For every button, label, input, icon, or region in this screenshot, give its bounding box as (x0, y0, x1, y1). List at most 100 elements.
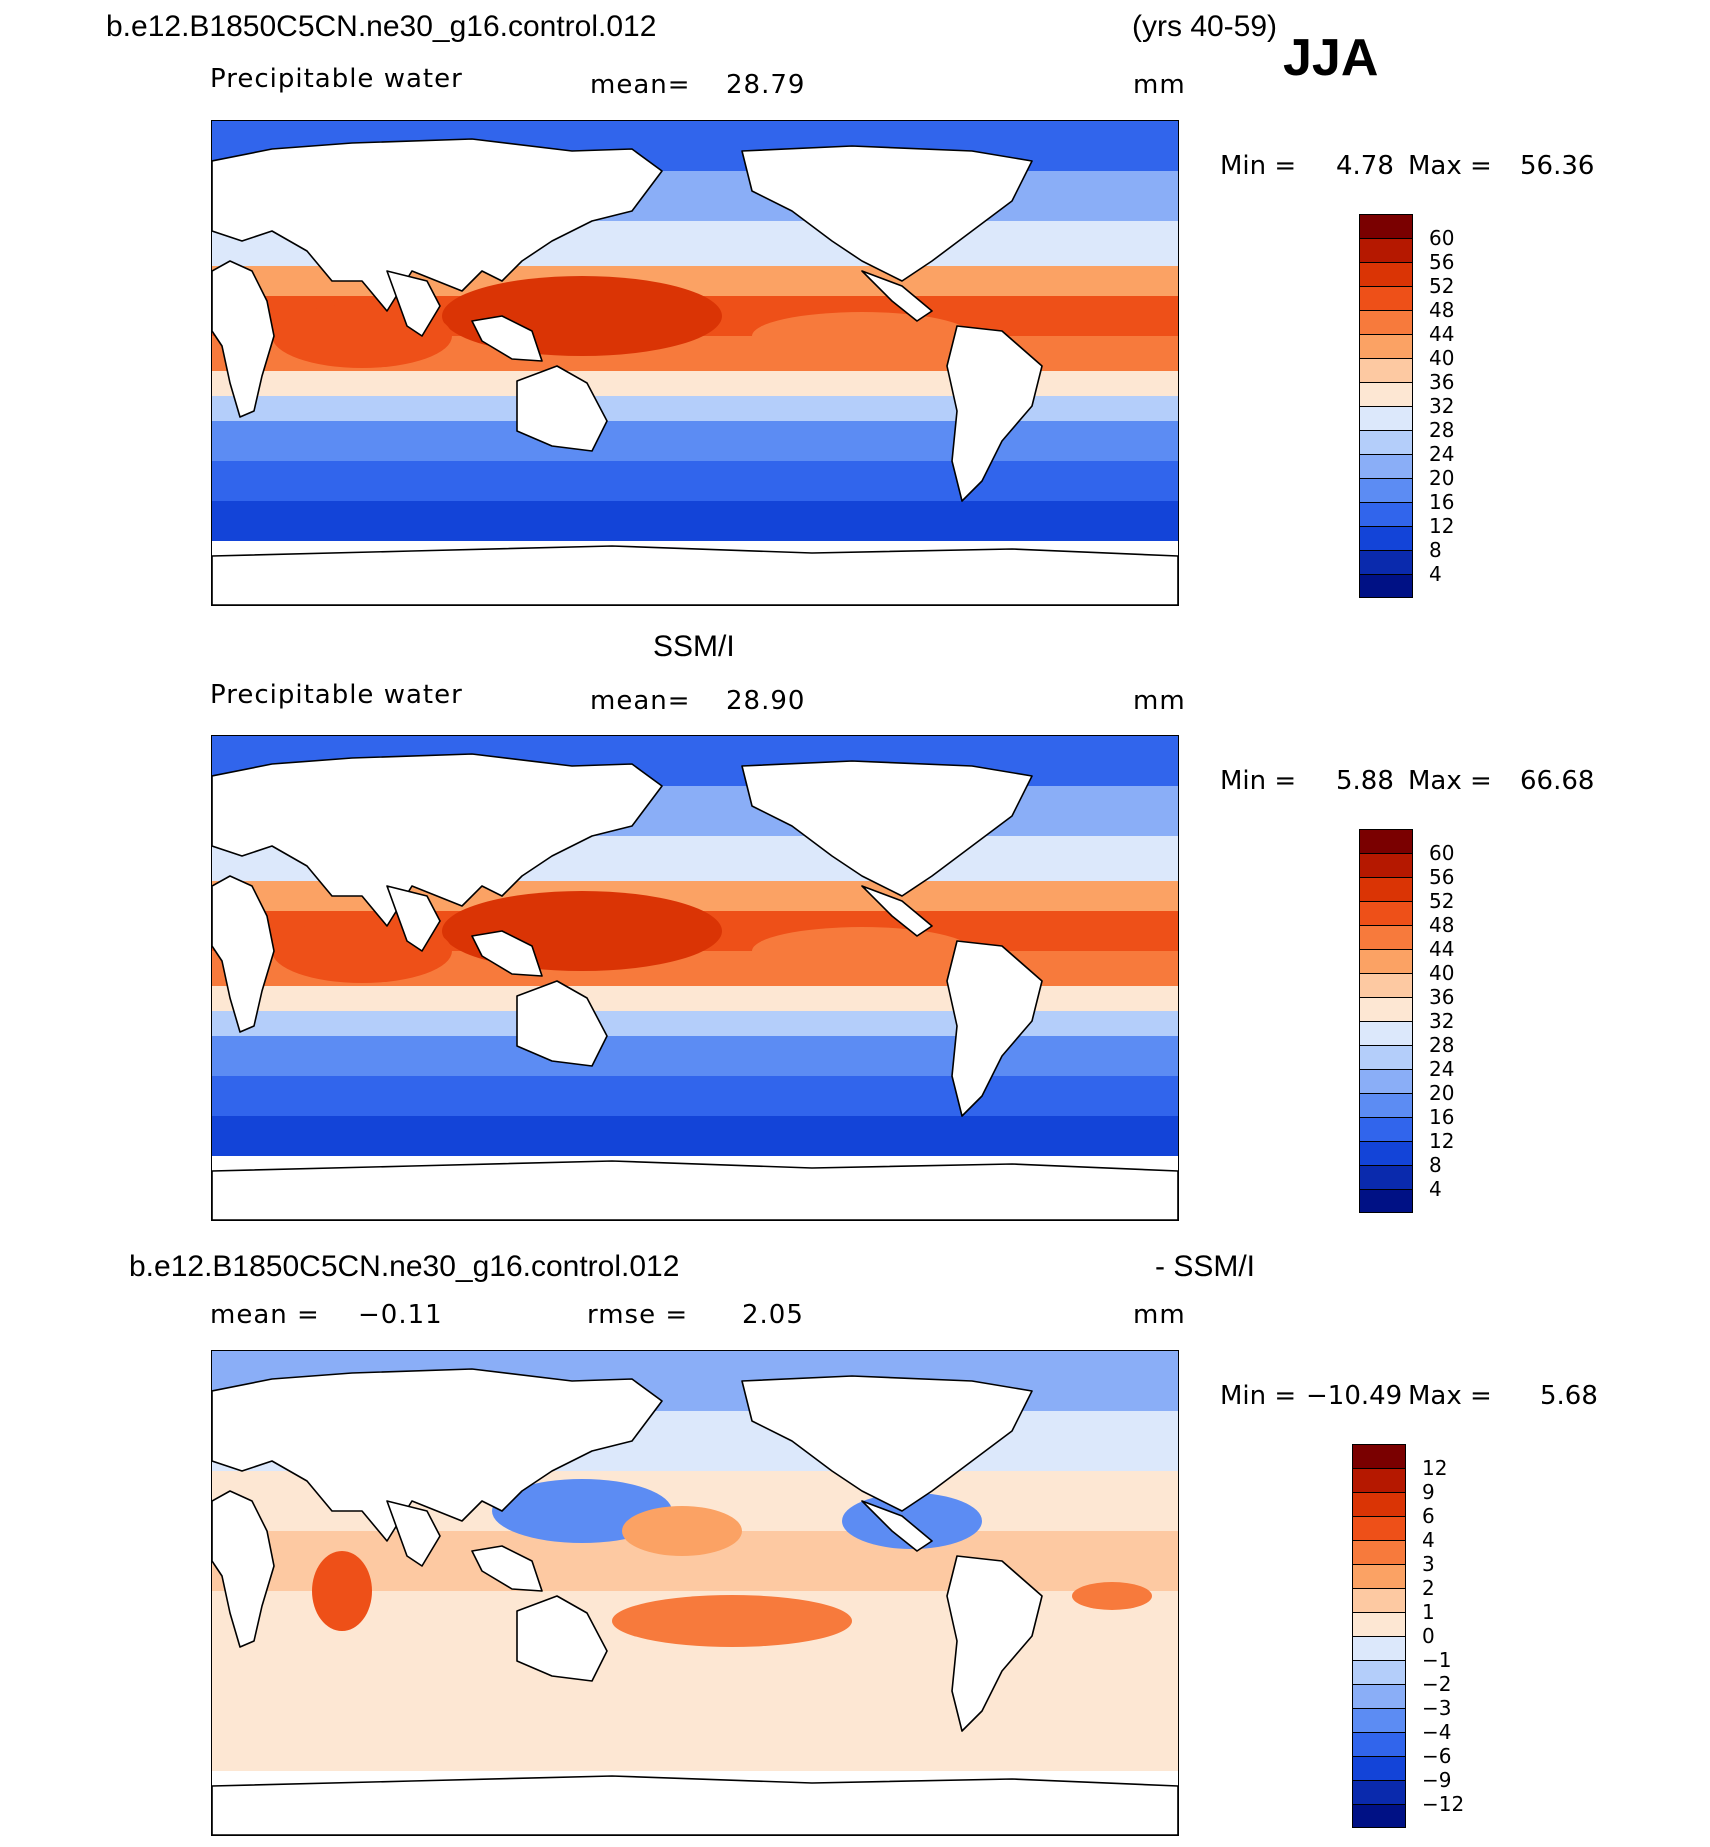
colorbar-swatch (1352, 1588, 1406, 1612)
land-outline (946, 940, 1043, 1117)
panel2-min-label: Min = (1220, 766, 1297, 796)
colorbar-label: 1 (1422, 1600, 1435, 1624)
land-outline (212, 545, 1178, 605)
panel2-min-value: 5.88 (1336, 766, 1394, 796)
land-outline (212, 1160, 1178, 1220)
colorbar-label: 4 (1429, 1177, 1442, 1201)
colorbar-label: 60 (1429, 226, 1455, 250)
colorbar-label: 56 (1429, 865, 1455, 889)
colorbar-label: 12 (1429, 1129, 1455, 1153)
land-outline (212, 1775, 1178, 1835)
colorbar-label: 4 (1422, 1528, 1435, 1552)
colorbar-label: 8 (1429, 538, 1442, 562)
colorbar-swatch (1359, 502, 1413, 526)
panel2-field: Precipitable water (210, 680, 463, 710)
land-outline (386, 885, 441, 952)
colorbar-swatch (1359, 949, 1413, 973)
panel1-mean-label: mean= (590, 70, 691, 100)
land-outline (212, 1490, 275, 1648)
colorbar-frame (1359, 214, 1413, 598)
colorbar-swatch (1352, 1468, 1406, 1492)
colorbar-swatch (1359, 877, 1413, 901)
land-outline (516, 1595, 608, 1682)
colorbar-label: 44 (1429, 322, 1455, 346)
panel3-units: mm (1133, 1300, 1186, 1330)
panel1-mean-value: 28.79 (726, 70, 806, 100)
colorbar-swatch (1359, 478, 1413, 502)
land-outline (471, 315, 543, 362)
colorbar-label: −4 (1422, 1720, 1452, 1744)
land-outline (946, 1555, 1043, 1732)
land-outline (212, 138, 663, 312)
years-label: (yrs 40-59) (1132, 10, 1278, 43)
panel2-max-value: 66.68 (1520, 766, 1595, 796)
colorbar-label: 36 (1429, 985, 1455, 1009)
colorbar-swatch (1352, 1636, 1406, 1660)
land-outline (861, 270, 933, 322)
colorbar-label: 20 (1429, 466, 1455, 490)
panel3-max-label: Max = (1408, 1381, 1492, 1411)
colorbar-swatch (1359, 1141, 1413, 1165)
panel1-field: Precipitable water (210, 64, 463, 94)
colorbar-swatch (1359, 286, 1413, 310)
colorbar-swatch (1359, 973, 1413, 997)
colorbar-label: 16 (1429, 490, 1455, 514)
colorbar-swatch (1352, 1756, 1406, 1780)
colorbar-label: 48 (1429, 298, 1455, 322)
colorbar-label: 16 (1429, 1105, 1455, 1129)
colorbar-swatch (1359, 238, 1413, 262)
colorbar-swatch (1359, 334, 1413, 358)
colorbar-label: 12 (1429, 514, 1455, 538)
panel3-max-value: 5.68 (1540, 1381, 1598, 1411)
land-outline (212, 260, 275, 418)
land-outline (212, 875, 275, 1033)
colorbar-frame (1352, 1444, 1406, 1828)
colorbar-label: 52 (1429, 274, 1455, 298)
colorbar-label: −9 (1422, 1768, 1452, 1792)
colorbar-label: 28 (1429, 418, 1455, 442)
panel1-max-value: 56.36 (1520, 151, 1595, 181)
colorbar-swatch (1359, 1069, 1413, 1093)
colorbar-swatch (1359, 526, 1413, 550)
colorbar-label: −1 (1422, 1648, 1452, 1672)
land-outline (386, 1500, 441, 1567)
colorbar-label: 4 (1429, 562, 1442, 586)
panel2-units: mm (1133, 686, 1186, 716)
colorbar-swatch (1352, 1492, 1406, 1516)
colorbar-label: 0 (1422, 1624, 1435, 1648)
land-outline (471, 930, 543, 977)
land-outline (741, 145, 1033, 282)
colorbar-swatch (1359, 1093, 1413, 1117)
panel3-rmse-value: 2.05 (742, 1300, 804, 1330)
colorbar-swatch (1352, 1780, 1406, 1804)
colorbar-label: 56 (1429, 250, 1455, 274)
colorbar-swatch (1359, 382, 1413, 406)
colorbar-label: 12 (1422, 1456, 1448, 1480)
colorbar-swatch (1352, 1732, 1406, 1756)
land-outline (386, 270, 441, 337)
colorbar-label: 8 (1429, 1153, 1442, 1177)
panel2-map (211, 735, 1179, 1221)
colorbar-label: 3 (1422, 1552, 1435, 1576)
colorbar-swatch (1359, 358, 1413, 382)
colorbar-label: 2 (1422, 1576, 1435, 1600)
colorbar-label: 40 (1429, 346, 1455, 370)
panel1-min-label: Min = (1220, 151, 1297, 181)
colorbar-swatch (1359, 310, 1413, 334)
colorbar-swatch (1359, 853, 1413, 877)
panel3-rmse-label: rmse = (587, 1300, 689, 1330)
panel3-min-value: −10.49 (1306, 1381, 1403, 1411)
map-svg (212, 121, 1178, 605)
colorbar-swatch (1359, 574, 1413, 598)
colorbar-swatch (1359, 454, 1413, 478)
land-outline (861, 1500, 933, 1552)
land-outline (471, 1545, 543, 1592)
colorbar-label: 24 (1429, 1057, 1455, 1081)
colorbar-swatch (1352, 1516, 1406, 1540)
colorbar-label: −12 (1422, 1792, 1465, 1816)
colorbar-label: 32 (1429, 394, 1455, 418)
colorbar-swatch (1359, 901, 1413, 925)
colorbar-swatch (1359, 1021, 1413, 1045)
colorbar-label: 60 (1429, 841, 1455, 865)
panel2-max-label: Max = (1408, 766, 1492, 796)
